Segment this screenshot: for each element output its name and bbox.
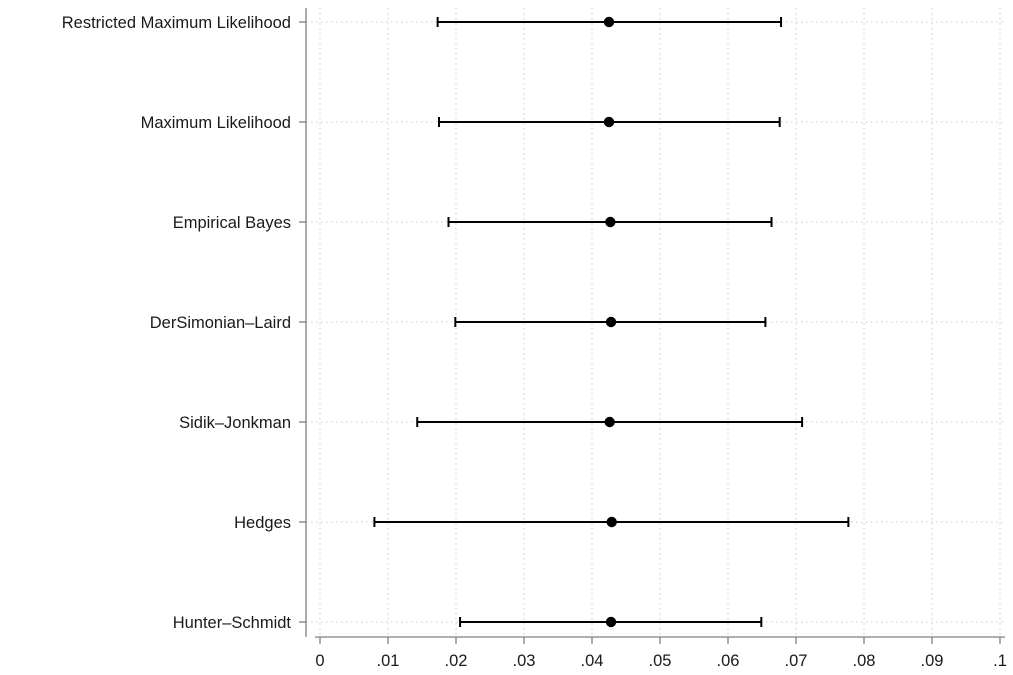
ci-row	[459, 616, 763, 628]
x-tick-label: .03	[513, 652, 536, 670]
x-tick-label: 0	[315, 652, 324, 670]
x-tick-label: .06	[717, 652, 740, 670]
ci-row	[438, 116, 781, 128]
ci-row	[373, 516, 850, 528]
estimate-point	[605, 216, 616, 228]
category-label: Restricted Maximum Likelihood	[62, 14, 291, 32]
estimate-point	[606, 516, 617, 528]
ci-row	[416, 416, 804, 428]
ci-row	[454, 316, 767, 328]
category-labels: Restricted Maximum Likelihood Maximum Lik…	[62, 14, 292, 632]
x-axis-tick-labels: 0 .01 .02 .03 .04 .05 .06 .07 .08 .09 .1	[315, 652, 1006, 670]
x-tick-label: .04	[581, 652, 604, 670]
ci-row	[447, 216, 773, 228]
category-label: Empirical Bayes	[173, 214, 291, 232]
estimate-point	[604, 416, 615, 428]
x-tick-label: .08	[853, 652, 876, 670]
x-tick-label: .07	[785, 652, 808, 670]
x-tick-label: .1	[993, 652, 1007, 670]
estimate-point	[603, 116, 615, 128]
confidence-intervals	[373, 16, 850, 628]
y-axis-ticks	[299, 21, 306, 623]
x-tick-label: .02	[445, 652, 468, 670]
category-label: DerSimonian–Laird	[150, 314, 291, 332]
ci-row	[436, 16, 783, 28]
x-axis-ticks	[319, 637, 1001, 644]
category-label: Hedges	[234, 514, 291, 532]
x-tick-label: .01	[377, 652, 400, 670]
category-label: Hunter–Schmidt	[173, 614, 292, 632]
estimate-point	[605, 616, 617, 628]
x-tick-label: .05	[649, 652, 672, 670]
estimate-point	[603, 16, 615, 28]
x-tick-label: .09	[921, 652, 944, 670]
category-label: Maximum Likelihood	[141, 114, 291, 132]
category-label: Sidik–Jonkman	[179, 414, 291, 432]
estimate-point	[605, 316, 617, 328]
